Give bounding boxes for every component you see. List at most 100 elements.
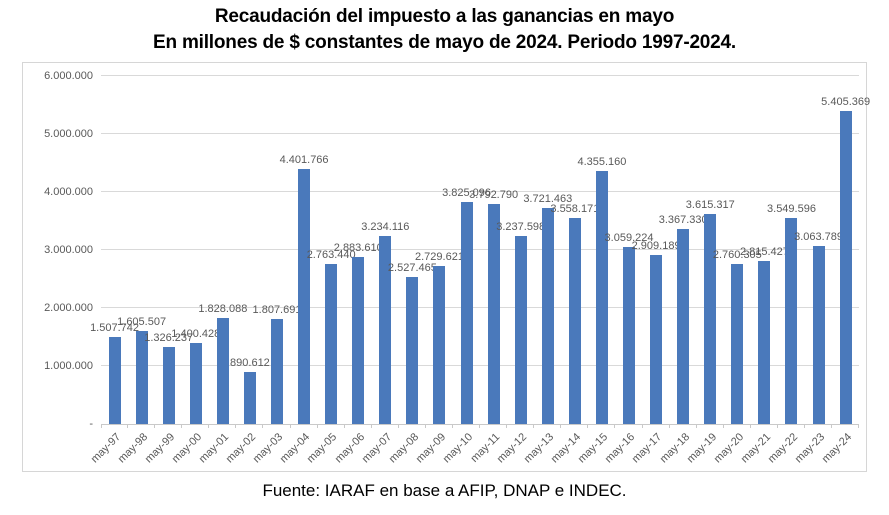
source-note: Fuente: IARAF en base a AFIP, DNAP e IND…: [262, 481, 627, 500]
x-axis-label: may-98: [115, 431, 151, 466]
x-axis-tick: [641, 424, 643, 428]
bar-value-label: 1.828.088: [198, 302, 248, 315]
bar-value-label: 3.059.224: [604, 231, 654, 244]
bar-column: 1.326.237 may-99: [143, 76, 193, 465]
bar: [731, 263, 744, 424]
x-axis-tick: [668, 424, 670, 428]
bar: [758, 260, 771, 424]
bar-value-label: 3.549.596: [767, 203, 816, 216]
x-axis-label: may-97: [88, 431, 124, 466]
bar: [460, 202, 473, 424]
bar-value-label: 3.234.116: [361, 221, 410, 234]
bar-value-label: 3.792.790: [469, 189, 519, 202]
x-axis-label: may-06: [332, 431, 367, 466]
bar-value-label: 4.355.160: [577, 156, 627, 169]
chart-title-line2: En millones de $ constantes de mayo de 2…: [153, 32, 736, 53]
x-axis-tick: [776, 424, 778, 428]
x-axis-tick: [101, 424, 102, 428]
bar: [812, 246, 825, 424]
y-axis-tick-label: 3.000.000: [44, 244, 93, 256]
bar-column: 3.825.096 may-10: [441, 76, 491, 465]
bar-value-label: 1.507.742: [90, 321, 139, 334]
x-axis-tick: [831, 424, 833, 428]
chart-frame: 6.000.000 5.000.000 4.000.000 3.000.000 2.00…: [22, 62, 870, 472]
bar-value-label: 1.605.507: [117, 315, 167, 328]
x-axis-label: may-05: [305, 431, 340, 466]
bar-value-label: 2.815.427: [739, 245, 789, 258]
x-axis-tick: [506, 424, 508, 428]
bar-column: 2.763.440 may-05: [305, 76, 355, 466]
bar-column: 2.815.427 may-21: [738, 76, 788, 466]
x-axis-tick: [749, 424, 751, 428]
bar: [243, 372, 256, 424]
bar-value-label: 1.400.428: [171, 327, 221, 340]
bar: [595, 171, 608, 424]
bar: [677, 228, 690, 424]
bar-value-label: 3.721.463: [523, 193, 573, 206]
x-axis-label: may-24: [819, 431, 855, 466]
x-axis-tick: [181, 424, 183, 428]
bar-column: 3.059.224 may-16: [603, 76, 653, 466]
bar-value-label: 2.760.305: [712, 248, 762, 261]
bar: [379, 236, 392, 424]
bar-column: 1.828.088 may-01: [197, 76, 247, 465]
x-axis-label: may-17: [630, 431, 665, 466]
x-axis-tick: [397, 424, 399, 428]
x-axis-tick: [695, 424, 697, 428]
bar: [325, 263, 338, 424]
bar-column: 2.527.465 may-08: [386, 76, 436, 465]
bar: [568, 217, 581, 424]
bar-value-label: 2.909.189: [631, 240, 681, 253]
bar: [487, 204, 500, 424]
bar-column: 3.549.596 may-22: [766, 76, 816, 465]
bar-column: 3.234.116 may-07: [359, 76, 409, 465]
y-axis-tick-label: -: [89, 418, 93, 430]
chart-title-line1: Recaudación del impuesto a las ganancias…: [214, 6, 675, 27]
bar: [704, 214, 717, 424]
x-axis-tick: [858, 424, 860, 428]
bar: [406, 277, 419, 424]
bar: [189, 342, 202, 424]
x-axis-tick: [262, 424, 264, 428]
bar: [352, 256, 365, 424]
y-axis-tick-label: 2.000.000: [44, 302, 93, 314]
bar-column: 3.721.463 may-13: [522, 76, 572, 465]
bar-value-label: 1.807.691: [252, 304, 302, 317]
bar-column: 3.063.789 may-23: [793, 76, 843, 465]
x-axis-label: may-18: [657, 431, 692, 466]
x-axis-tick: [343, 424, 345, 428]
bar-value-label: 1.326.237: [144, 332, 194, 345]
bar-column: 1.400.428 may-00: [170, 76, 220, 466]
x-axis-tick: [804, 424, 806, 428]
bar-value-label: 2.729.621: [415, 250, 464, 263]
bar: [541, 208, 554, 424]
bar-value-label: 2.527.465: [387, 262, 437, 275]
bar-value-label: 2.763.440: [306, 248, 356, 261]
gridline: [101, 75, 859, 76]
y-axis-tick-label: 6.000.000: [44, 70, 93, 82]
bar-value-label: 2.883.610: [333, 241, 383, 254]
bar: [298, 168, 311, 424]
bar-column: 2.883.610 may-06: [332, 76, 382, 466]
bar-column: 3.367.330 may-18: [657, 76, 707, 466]
bar-value-label: 890.612: [230, 357, 270, 370]
x-axis-tick: [424, 424, 426, 428]
y-axis: 6.000.000 5.000.000 4.000.000 3.000.000 2.00…: [23, 70, 93, 430]
bar: [135, 330, 148, 424]
bar-value-label: 3.825.096: [442, 187, 492, 200]
gridline: [101, 249, 859, 250]
bar: [650, 255, 663, 424]
x-axis-tick: [722, 424, 724, 428]
plot-area: 1.507.742 may-97 1.605.507 may-98 1.326.237 m…: [89, 75, 870, 466]
bar-value-label: 3.063.789: [794, 231, 844, 244]
x-axis-tick: [370, 424, 372, 428]
bar: [514, 236, 527, 424]
bar-column: 2.909.189 may-17: [630, 76, 680, 465]
gridline: [101, 133, 859, 134]
bar-column: 1.807.691 may-03: [251, 76, 301, 465]
bar: [623, 246, 636, 424]
bar-value-label: 4.401.766: [279, 153, 329, 166]
x-axis-tick: [316, 424, 318, 428]
bar-value-label: 3.367.330: [658, 213, 708, 226]
bar: [785, 218, 798, 424]
